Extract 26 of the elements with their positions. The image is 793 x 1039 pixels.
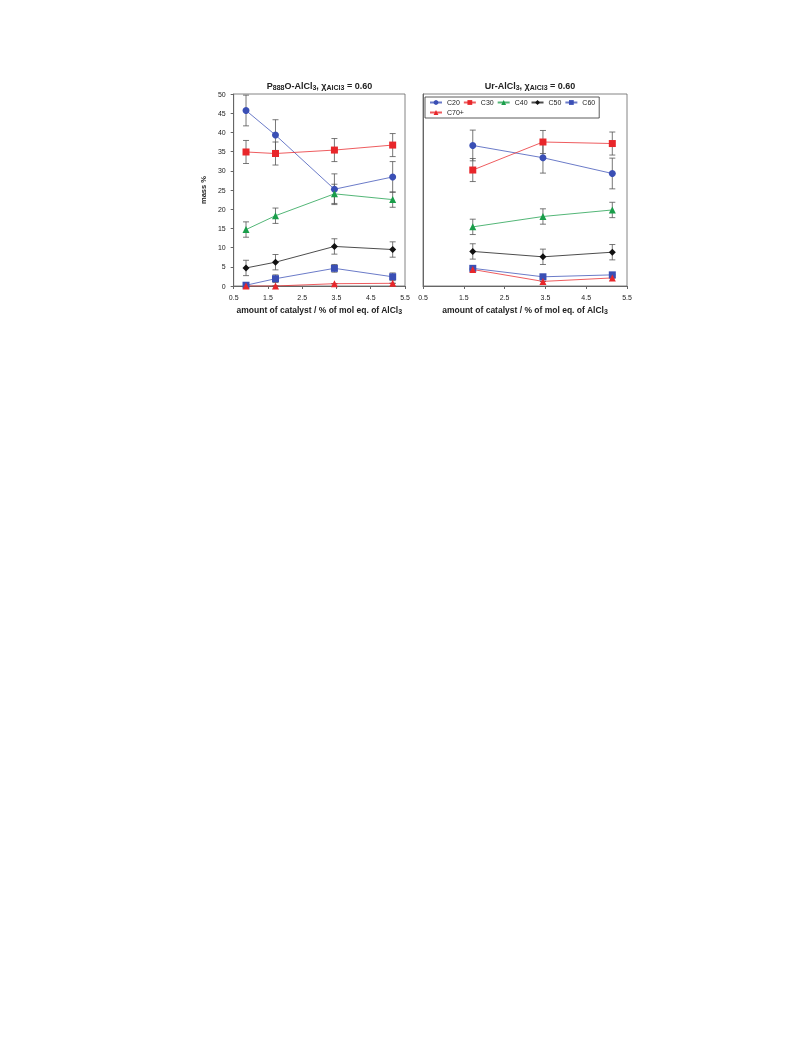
point — [330, 146, 338, 154]
point — [469, 166, 477, 174]
point — [608, 169, 616, 177]
point — [539, 154, 547, 162]
point — [389, 196, 397, 204]
point — [608, 140, 616, 148]
point — [469, 141, 477, 149]
point — [539, 213, 547, 220]
point — [389, 246, 397, 254]
point — [271, 258, 279, 266]
point — [271, 150, 279, 158]
point — [539, 253, 547, 261]
point — [271, 212, 279, 220]
point — [330, 242, 338, 250]
point — [389, 141, 397, 149]
point — [330, 185, 338, 193]
point — [389, 173, 397, 181]
point — [539, 277, 547, 285]
point — [608, 248, 616, 256]
point — [271, 131, 279, 139]
point — [242, 148, 250, 156]
point — [242, 226, 250, 234]
point — [242, 264, 250, 272]
point — [469, 247, 477, 255]
point — [539, 138, 547, 146]
point — [242, 107, 250, 115]
